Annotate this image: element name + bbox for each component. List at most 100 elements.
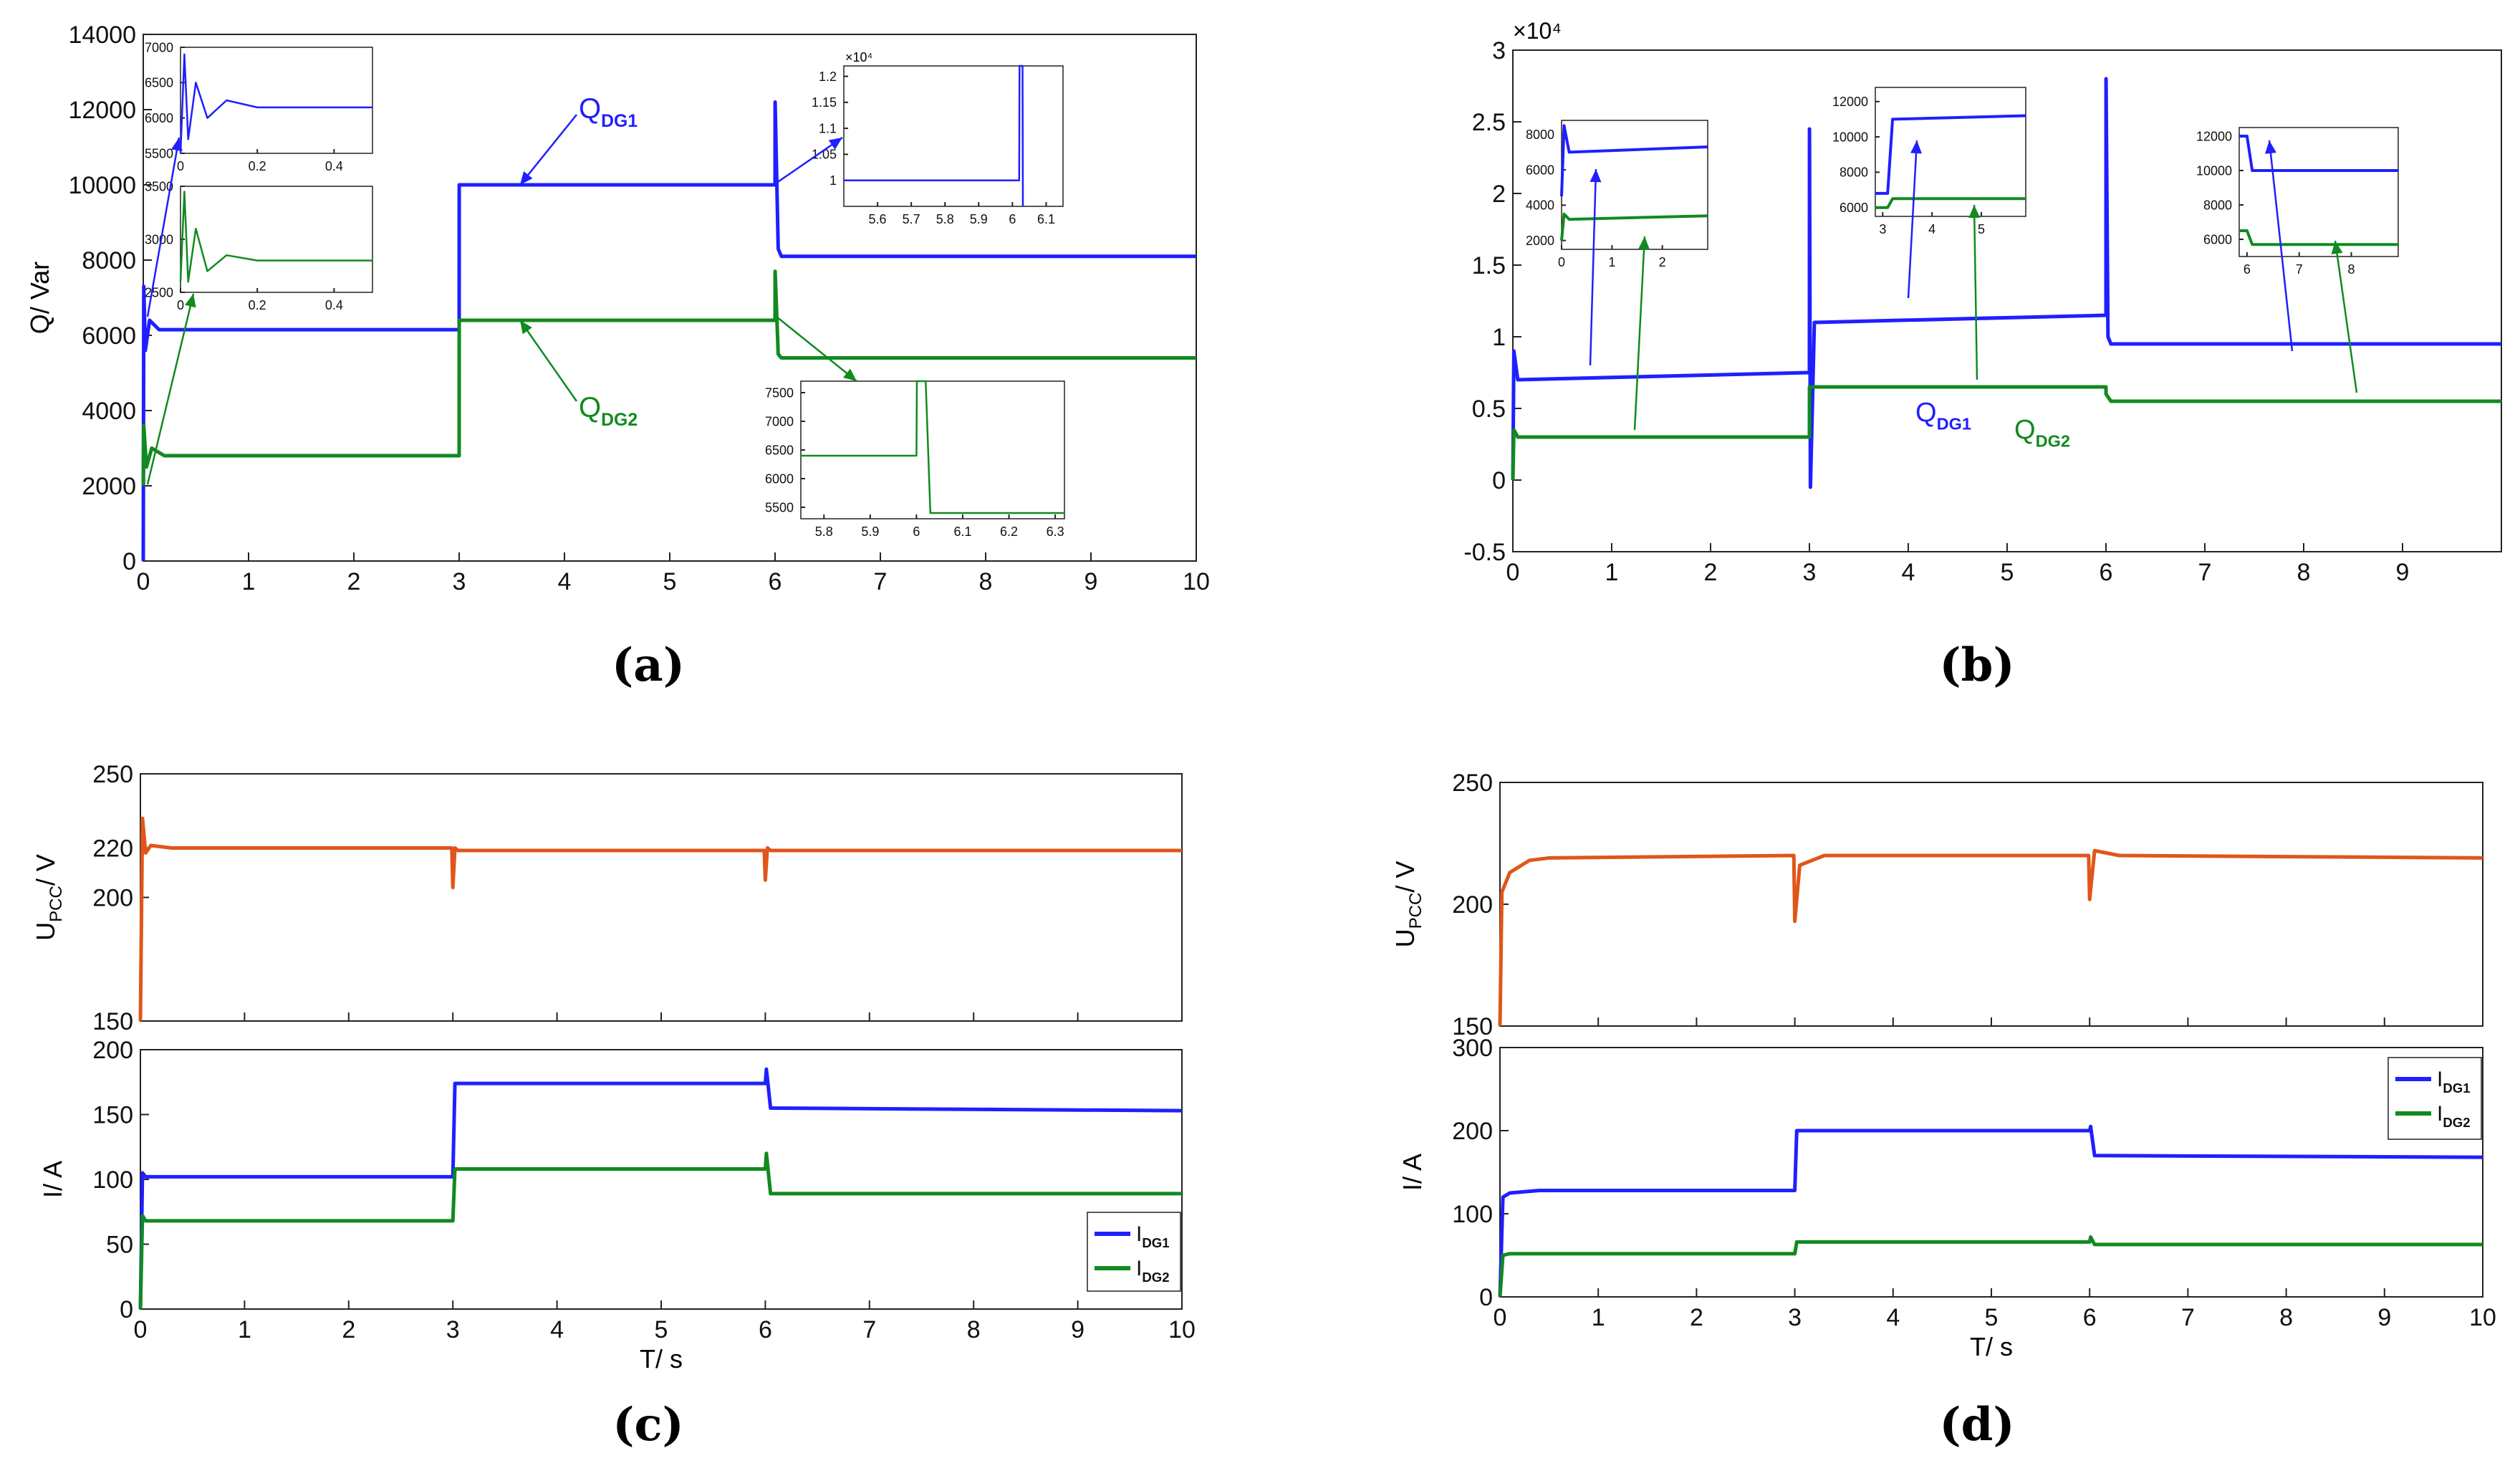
b-axis-xtick-label: 6 xyxy=(2100,559,2113,586)
c-top-ylabel-ylabel_sub: PCC xyxy=(47,886,66,922)
a-label-qdg2-sub: DG2 xyxy=(601,411,638,430)
a-axis-ytick-label: 4000 xyxy=(82,398,136,425)
b-inset-b3-late-xtick-label: 6 xyxy=(2244,262,2251,277)
d-bot-axis-ytick-label: 200 xyxy=(1452,1118,1493,1145)
a-axis-xtick-label: 8 xyxy=(979,568,993,595)
c-bot-axis-xtick-label: 4 xyxy=(550,1316,564,1343)
b-inset-b2-mid-xtick-label: 5 xyxy=(1978,222,1985,236)
c-legend-label-IDG2: IDG2 xyxy=(1136,1257,1170,1285)
b-inset-b3-late-line-0 xyxy=(2239,135,2398,172)
panel-label-c: (c) xyxy=(612,1398,684,1452)
b-inset-b3-late-ytick-label: 12000 xyxy=(2196,129,2232,143)
c-legend-label-IDG1-sub: DG1 xyxy=(1142,1235,1169,1250)
a-arrow-inset4-head xyxy=(842,368,857,381)
d-top-axis-ytick-label: 250 xyxy=(1452,770,1493,797)
a-axis-ytick-label: 2000 xyxy=(82,473,136,500)
a-label-qdg2: QDG2 xyxy=(579,392,638,430)
c-bot-axis-ytick-label: 0 xyxy=(120,1296,133,1323)
d-legend-label-IDG2: IDG2 xyxy=(2437,1102,2471,1130)
a-series-QDG1 xyxy=(141,100,1196,562)
b-inset-b1-start-xtick-label: 2 xyxy=(1659,255,1666,269)
b-axis-xtick-label: 9 xyxy=(2396,559,2410,586)
c-legend xyxy=(1087,1212,1181,1292)
a-inset-a3-qdg1-step-ytick-label: 1.1 xyxy=(819,121,837,135)
d-bot-axis-xtick-label: 8 xyxy=(2279,1304,2293,1331)
d-bot-series-IDG1 xyxy=(1498,1124,2483,1298)
a-inset-a4-qdg2-step-frame xyxy=(800,380,1065,519)
b-axis-xtick-label: 2 xyxy=(1704,559,1718,586)
c-bot-axis-frame xyxy=(140,1049,1183,1310)
b-axis-ytick-label: 3 xyxy=(1492,37,1506,64)
a-inset-a3-qdg1-step-ytick-label: 1 xyxy=(829,173,837,188)
a-arrow-inset3 xyxy=(773,136,843,186)
a-inset-a4-qdg2-step-xtick-label: 5.8 xyxy=(815,524,833,539)
b-label-qdg2-main: Q xyxy=(2014,415,2036,445)
b-arrow-6 xyxy=(2334,240,2358,393)
a-inset-a1-qdg1-start-ytick-label: 6500 xyxy=(145,76,173,90)
b-arrow-4 xyxy=(1973,204,1978,380)
a-axis-ytick-label: 6000 xyxy=(82,322,136,350)
b-axis-ytick-label: 1 xyxy=(1492,324,1506,351)
panel-label-a: (a) xyxy=(612,638,685,692)
b-inset-b2-mid-xtick-label: 3 xyxy=(1879,222,1886,236)
d-legend-label-IDG2-main: I xyxy=(2437,1102,2443,1126)
a-axis-xtick-label: 0 xyxy=(137,568,150,595)
a-inset-a3-qdg1-step-xtick-label: 5.6 xyxy=(869,212,887,226)
c-bot-axis-xtick-label: 3 xyxy=(446,1316,460,1343)
d-bot-axis-xtick-label: 7 xyxy=(2181,1304,2195,1331)
a-axis-ytick-label: 10000 xyxy=(68,172,136,199)
a-arrow-qdg1-head xyxy=(520,171,533,185)
d-top-ylabel: UPCC/ V xyxy=(1390,861,1425,948)
a-inset-a1-qdg1-start-line xyxy=(179,53,372,154)
panel-label-b: (b) xyxy=(1939,638,2014,692)
a-inset-a3-qdg1-step-line xyxy=(844,64,1024,207)
d-bot-axis-ytick-label: 0 xyxy=(1479,1284,1493,1311)
c-legend-label-IDG2-main: I xyxy=(1136,1257,1142,1280)
b-inset-b3-late-xtick-label: 8 xyxy=(2347,262,2355,277)
a-inset-a4-qdg2-step-xtick-label: 6.3 xyxy=(1047,524,1064,539)
b-axis-xtick-label: 3 xyxy=(1803,559,1817,586)
a-inset-a3-qdg1-step-frame xyxy=(843,65,1064,207)
b-arrow-2 xyxy=(1633,236,1646,431)
b-arrow-1-head xyxy=(1590,169,1602,183)
a-label-qdg1-main: Q xyxy=(579,93,601,125)
b-axis-ytick-label: -0.5 xyxy=(1463,539,1506,566)
a-inset-a4-qdg2-step-xtick-label: 6.1 xyxy=(953,524,971,539)
d-xlabel: T/ s xyxy=(1970,1332,2013,1361)
c-bot-axis-xtick-label: 9 xyxy=(1071,1316,1085,1343)
c-bot-axis-ytick-label: 50 xyxy=(106,1231,133,1258)
b-arrow-5 xyxy=(2268,140,2294,352)
d-legend-label-IDG1: IDG1 xyxy=(2437,1068,2471,1096)
b-inset-b3-late-ytick-label: 10000 xyxy=(2196,163,2232,178)
a-axis-xtick-label: 4 xyxy=(558,568,572,595)
a-inset-a4-qdg2-step-ytick-label: 7500 xyxy=(765,385,794,400)
c-bot-axis-xtick-label: 2 xyxy=(342,1316,355,1343)
a-arrow-qdg2 xyxy=(519,320,578,402)
a-axis-ytick-label: 0 xyxy=(122,548,136,575)
a-arrow-inset1-head xyxy=(171,138,183,152)
d-bot-ylabel: I/ A xyxy=(1398,1154,1427,1191)
c-legend-label-IDG2-sub: DG2 xyxy=(1142,1270,1169,1285)
a-arrow-qdg2-head xyxy=(520,320,532,335)
a-inset-a2-qdg2-start-frame xyxy=(180,186,373,293)
b-arrow-3 xyxy=(1907,140,1918,299)
a-axis-ytick-label: 8000 xyxy=(82,247,136,274)
a-arrow-inset2-head xyxy=(185,294,196,308)
a-axis-xtick-label: 2 xyxy=(347,568,361,595)
b-inset-b1-start-xtick-label: 0 xyxy=(1558,255,1565,269)
a-inset-a1-qdg1-start-ytick-label: 5500 xyxy=(145,146,173,160)
b-inset-b3-late-frame xyxy=(2238,127,2399,257)
a-inset-a1-qdg1-start-ytick-label: 6000 xyxy=(145,111,173,125)
b-inset-b2-mid-ytick-label: 8000 xyxy=(1839,166,1868,180)
a-inset-a3-qdg1-step-xtick-label: 5.9 xyxy=(970,212,988,226)
b-inset-b3-late-xtick-label: 7 xyxy=(2296,262,2303,277)
a-inset-a2-qdg2-start-xtick-label: 0.4 xyxy=(325,298,343,312)
a-axis-xtick-label: 5 xyxy=(663,568,677,595)
c-top-axis-ytick-label: 250 xyxy=(92,761,133,788)
b-axis-xtick-label: 5 xyxy=(2001,559,2014,586)
b-inset-b1-start-xtick-label: 1 xyxy=(1608,255,1615,269)
b-inset-b2-mid-line-0 xyxy=(1875,114,2026,195)
b-series-QDG2 xyxy=(1511,385,2501,481)
